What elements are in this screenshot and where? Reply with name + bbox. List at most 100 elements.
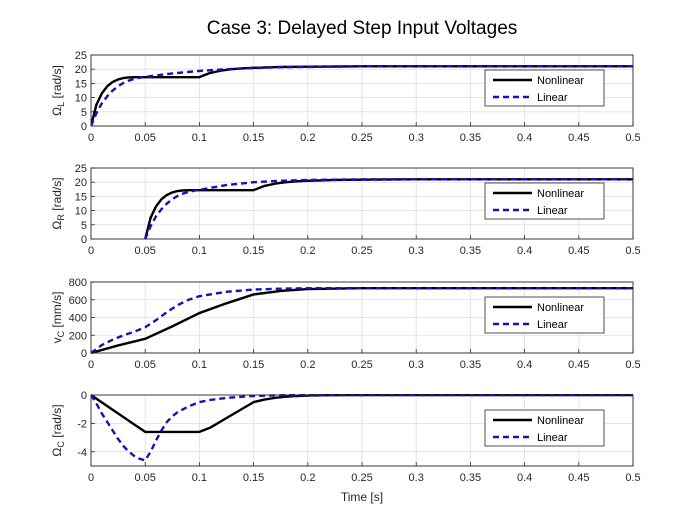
y-tick-label: 10 [75, 206, 87, 218]
x-tick-label: 0.1 [192, 245, 207, 257]
y-tick-label: 0 [81, 234, 87, 246]
x-tick-label: 0.5 [625, 359, 640, 371]
x-tick-label: 0 [88, 132, 94, 144]
axes-box [90, 281, 634, 354]
x-tick-label: 0.35 [460, 359, 481, 371]
x-tick-label: 0.3 [409, 132, 424, 144]
legend-box [484, 69, 605, 107]
y-tick-label: 5 [81, 107, 87, 119]
x-tick-label: 0.45 [568, 132, 589, 144]
subplot-3: 0 0.05 0.1 0.15 0.2 0.25 0.3 0.35 0.4 0.45 0.5 0 200… [50, 277, 641, 371]
y-tick-label: 800 [69, 277, 87, 289]
x-tick-label: 0.15 [243, 245, 264, 257]
x-tick-label: 0 [88, 245, 94, 257]
x-tick-label: 0.25 [351, 132, 372, 144]
x-tick-label: 0.35 [460, 472, 481, 484]
y-tick-label: 15 [75, 78, 87, 90]
x-tick-label: 0.2 [300, 359, 315, 371]
x-tick-label: 0 [88, 472, 94, 484]
y-axis-label: ΩC [rad/s] [50, 404, 66, 456]
y-axis-label: vC [mm/s] [50, 292, 66, 344]
series-line-linear [91, 394, 633, 462]
x-tick-label: 0.4 [517, 132, 532, 144]
y-tick-label: 600 [69, 295, 87, 307]
legend: Nonlinear Linear [484, 409, 605, 447]
x-tick-label: 0.2 [300, 132, 315, 144]
subplot-4: 0 0.05 0.1 0.15 0.2 0.25 0.3 0.35 0.4 0.45 0.5 -4 -2… [50, 390, 641, 484]
y-tick-label: 0 [81, 121, 87, 133]
x-tick-label: 0.1 [192, 132, 207, 144]
x-tick-label: 0.3 [409, 472, 424, 484]
series-line-linear [91, 65, 633, 127]
x-tick-label: 0.05 [134, 132, 155, 144]
axes-box [90, 394, 634, 467]
x-tick-label: 0.25 [351, 472, 372, 484]
legend-label-linear: Linear [537, 432, 568, 444]
x-tick-label: 0.05 [134, 245, 155, 257]
x-tick-label: 0.45 [568, 472, 589, 484]
y-tick-label: 0 [81, 390, 87, 402]
x-tick-label: 0.4 [517, 245, 532, 257]
y-tick-label: -4 [77, 447, 87, 459]
x-tick-label: 0.2 [300, 245, 315, 257]
x-tick-label: 0.3 [409, 245, 424, 257]
figure-title: Case 3: Delayed Step Input Voltages [207, 18, 518, 39]
series-line-linear [91, 287, 633, 354]
y-tick-label: -2 [77, 418, 87, 430]
y-tick-label: 20 [75, 177, 87, 189]
x-tick-label: 0.25 [351, 359, 372, 371]
x-tick-label: 0.3 [409, 359, 424, 371]
x-tick-label: 0.1 [192, 472, 207, 484]
y-tick-label: 20 [75, 64, 87, 76]
subplot-1: 0 0.05 0.1 0.15 0.2 0.25 0.3 0.35 0.4 0.45 0.5 0 5 10… [50, 50, 641, 144]
subplots: 0 0.05 0.1 0.15 0.2 0.25 0.3 0.35 0.4 0.45 0.50510… [50, 50, 641, 484]
x-tick-label: 0.35 [460, 132, 481, 144]
x-tick-label: 0.15 [243, 132, 264, 144]
x-tick-label: 0.25 [351, 245, 372, 257]
y-tick-label: 25 [75, 163, 87, 175]
x-tick-label: 0.5 [625, 245, 640, 257]
x-tick-label: 0.45 [568, 245, 589, 257]
x-tick-label: 0.2 [300, 472, 315, 484]
y-tick-label: 200 [69, 330, 87, 342]
x-tick-label: 0.15 [243, 359, 264, 371]
legend: Nonlinear Linear [484, 69, 605, 107]
x-tick-label: 0.5 [625, 132, 640, 144]
x-tick-label: 0.15 [243, 472, 264, 484]
y-tick-label: 5 [81, 220, 87, 232]
legend-label-linear: Linear [537, 92, 568, 104]
series-line-nonlinear [91, 65, 633, 127]
axes-box [90, 54, 634, 127]
legend-label-nonlinear: Nonlinear [537, 75, 584, 87]
axes-box [90, 167, 634, 240]
legend-label-nonlinear: Nonlinear [537, 415, 584, 427]
x-axis-label: Time [s] [341, 490, 383, 504]
x-tick-label: 0.05 [134, 359, 155, 371]
x-tick-label: 0.05 [134, 472, 155, 484]
x-tick-label: 0.5 [625, 472, 640, 484]
y-tick-label: 10 [75, 93, 87, 105]
x-tick-label: 0.45 [568, 359, 589, 371]
legend-box [484, 182, 605, 220]
y-axis-label: ΩR [rad/s] [50, 177, 66, 229]
y-tick-label: 25 [75, 50, 87, 62]
legend: Nonlinear Linear [484, 182, 605, 220]
legend: Nonlinear Linear [484, 296, 605, 334]
x-tick-label: 0 [88, 359, 94, 371]
x-tick-label: 0.1 [192, 359, 207, 371]
legend-label-nonlinear: Nonlinear [537, 188, 584, 200]
x-tick-label: 0.4 [517, 472, 532, 484]
x-tick-label: 0.35 [460, 245, 481, 257]
y-axis-label: ΩL [rad/s] [50, 65, 66, 116]
legend-label-linear: Linear [537, 319, 568, 331]
subplot-2: 0 0.05 0.1 0.15 0.2 0.25 0.3 0.35 0.4 0.45 0.5 0 5 10… [50, 163, 641, 257]
legend-label-nonlinear: Nonlinear [537, 302, 584, 314]
legend-box [484, 296, 605, 334]
legend-box [484, 409, 605, 447]
y-tick-label: 400 [69, 313, 87, 325]
series-line-linear [144, 178, 633, 240]
legend-label-linear: Linear [537, 205, 568, 217]
y-tick-label: 0 [81, 348, 87, 360]
y-tick-label: 15 [75, 191, 87, 203]
